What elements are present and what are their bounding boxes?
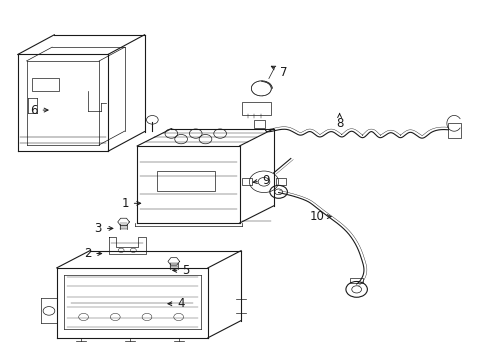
Text: 7: 7 xyxy=(271,66,286,79)
Bar xyxy=(447,123,460,138)
Text: 4: 4 xyxy=(167,297,184,310)
Bar xyxy=(157,171,215,191)
Text: 3: 3 xyxy=(94,222,113,235)
Text: 5: 5 xyxy=(172,264,189,277)
Text: 6: 6 xyxy=(30,104,48,117)
Text: 10: 10 xyxy=(308,210,330,223)
Bar xyxy=(254,120,264,128)
Bar xyxy=(242,178,251,185)
Bar xyxy=(276,178,285,185)
Text: 9: 9 xyxy=(253,174,270,186)
Bar xyxy=(32,78,59,91)
Bar xyxy=(349,278,363,283)
Text: 2: 2 xyxy=(83,247,102,260)
Text: 8: 8 xyxy=(335,113,343,130)
Text: 1: 1 xyxy=(121,197,141,210)
